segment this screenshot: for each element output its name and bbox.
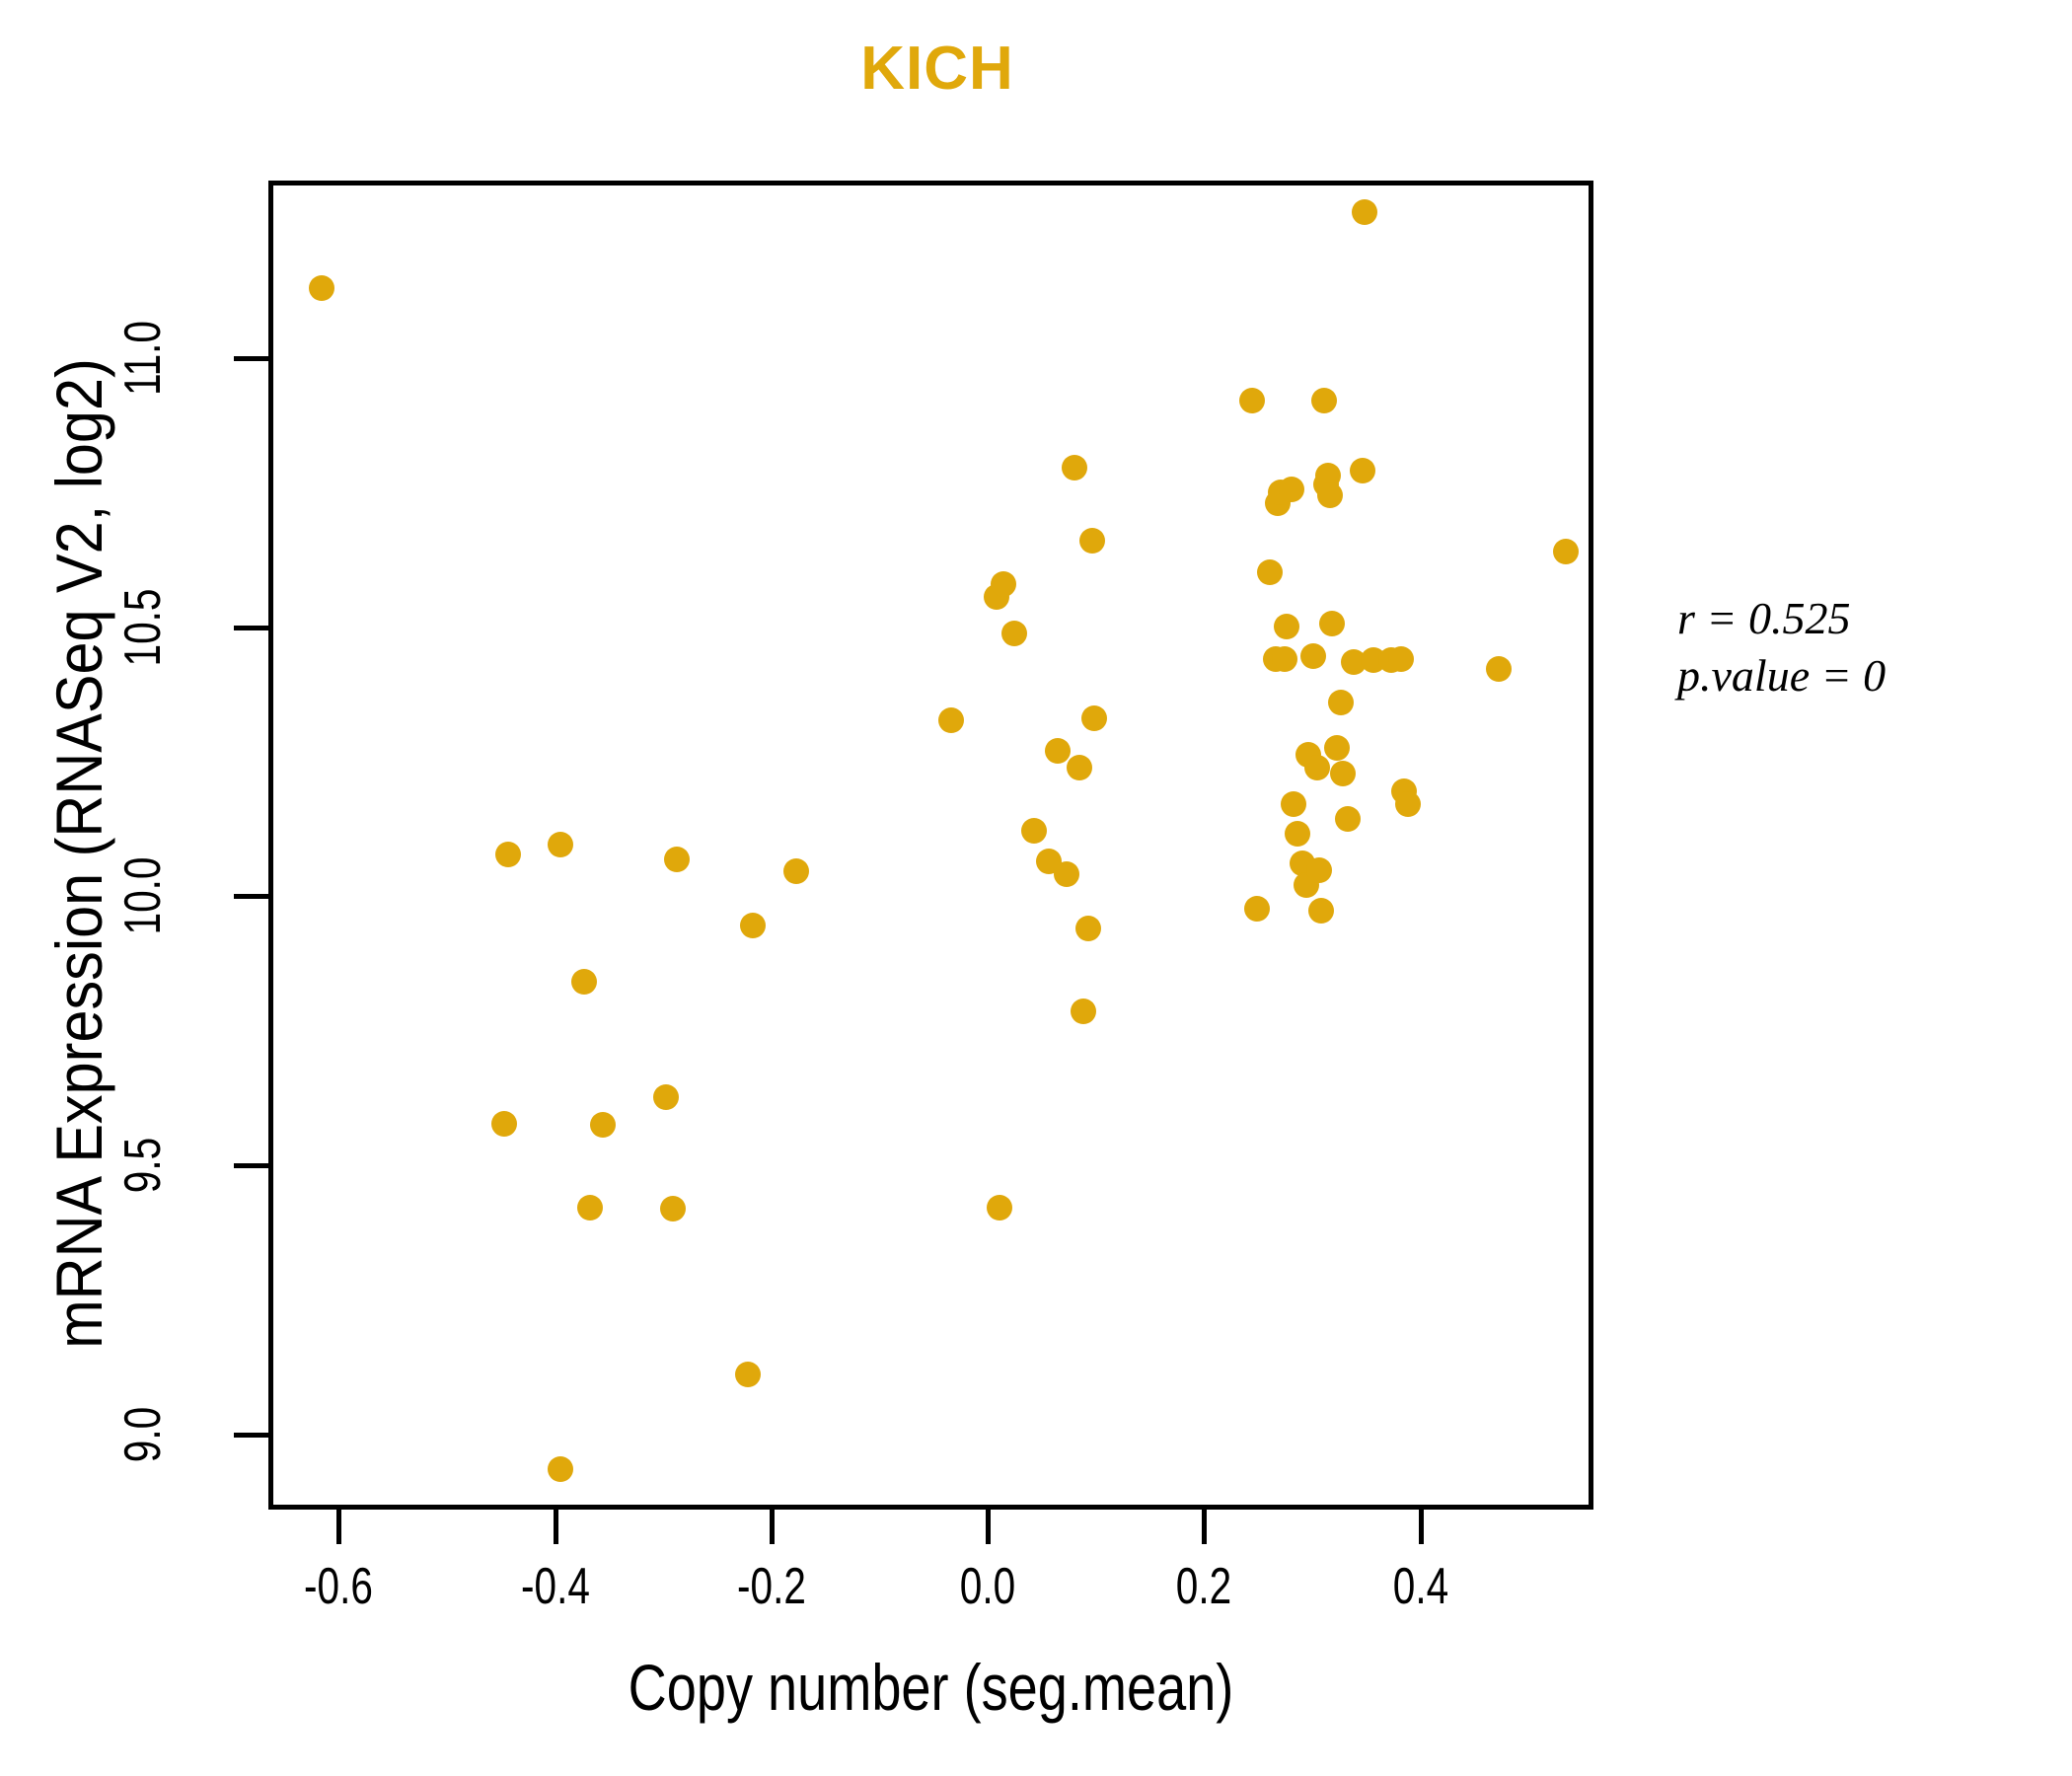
x-axis-tick-label: -0.4 (520, 1558, 590, 1615)
data-point (1239, 388, 1266, 414)
data-point (1000, 621, 1027, 647)
x-axis-tick (553, 1510, 558, 1544)
data-point (1553, 538, 1580, 564)
data-point (1317, 481, 1344, 508)
data-point (1020, 818, 1047, 845)
data-point (1278, 477, 1304, 503)
data-point (652, 1084, 679, 1111)
data-point (494, 841, 521, 867)
stats-annotation: r = 0.525 p.value = 0 (1677, 590, 1886, 704)
data-point (1319, 610, 1346, 636)
y-axis-tick (234, 1432, 268, 1438)
data-point (1299, 643, 1326, 670)
data-point (1306, 856, 1333, 883)
x-axis-tick (1418, 1510, 1424, 1544)
data-point (663, 846, 690, 872)
data-point (659, 1196, 686, 1222)
plot-frame (268, 181, 1593, 1510)
data-point (547, 1455, 573, 1482)
y-axis-tick-label: 10.0 (114, 856, 172, 935)
data-point (986, 1195, 1012, 1221)
data-point (1272, 645, 1298, 672)
x-axis-tick-label: 0.4 (1392, 1558, 1448, 1615)
chart-title: KICH (860, 35, 1014, 103)
data-point (1274, 614, 1300, 640)
data-point (577, 1195, 604, 1221)
data-point (1310, 388, 1337, 414)
data-point (1352, 199, 1378, 226)
data-point (547, 832, 573, 858)
y-axis-tick-label: 9.5 (114, 1137, 172, 1194)
data-point (1044, 737, 1071, 764)
data-point (309, 274, 335, 301)
x-axis-tick-label: 0.2 (1176, 1558, 1232, 1615)
data-point (570, 969, 597, 996)
data-point (735, 1362, 762, 1388)
pvalue-value: p.value = 0 (1677, 650, 1887, 701)
data-point (1285, 821, 1311, 848)
y-axis-title: mRNA Expression (RNASeq V2, log2) (42, 358, 115, 1349)
y-axis-tick-label: 11.0 (114, 320, 172, 396)
data-point (1280, 791, 1306, 818)
data-point (1486, 655, 1513, 682)
data-point (1308, 897, 1335, 924)
data-point (1395, 791, 1422, 818)
data-point (1328, 689, 1355, 715)
y-axis-tick (234, 894, 268, 900)
data-point (1350, 458, 1375, 484)
data-point (1388, 645, 1415, 672)
x-axis-tick (336, 1510, 342, 1544)
x-axis-tick-label: -0.2 (736, 1558, 806, 1615)
x-axis-tick (769, 1510, 775, 1544)
data-point (739, 912, 766, 938)
data-point (590, 1111, 617, 1138)
y-axis-tick (234, 1162, 268, 1168)
data-point (1071, 999, 1097, 1025)
data-point (490, 1110, 517, 1137)
x-axis-tick-label: -0.6 (304, 1558, 374, 1615)
y-axis-tick (234, 355, 268, 361)
data-point (1243, 896, 1270, 923)
data-point (991, 570, 1017, 597)
data-point (1078, 527, 1105, 554)
data-point (1066, 755, 1092, 781)
data-point (1323, 734, 1350, 761)
data-point (1330, 761, 1357, 787)
y-axis-tick-label: 9.0 (114, 1406, 172, 1462)
data-point (1081, 704, 1108, 731)
data-point (1074, 915, 1101, 941)
x-axis-title: Copy number (seg.mean) (628, 1651, 1234, 1724)
y-axis-tick-label: 10.5 (114, 588, 172, 667)
x-axis-tick-label: 0.0 (959, 1558, 1016, 1615)
correlation-value: r = 0.525 (1677, 593, 1851, 643)
y-axis-tick (234, 625, 268, 630)
data-point (1053, 861, 1079, 888)
scatter-plot-area (273, 185, 1589, 1505)
data-point (938, 706, 965, 733)
data-point (1334, 806, 1361, 833)
data-point (1256, 558, 1283, 585)
data-point (1303, 755, 1330, 781)
data-point (1062, 455, 1088, 481)
x-axis-tick (1202, 1510, 1208, 1544)
x-axis-tick (986, 1510, 992, 1544)
data-point (782, 858, 809, 885)
